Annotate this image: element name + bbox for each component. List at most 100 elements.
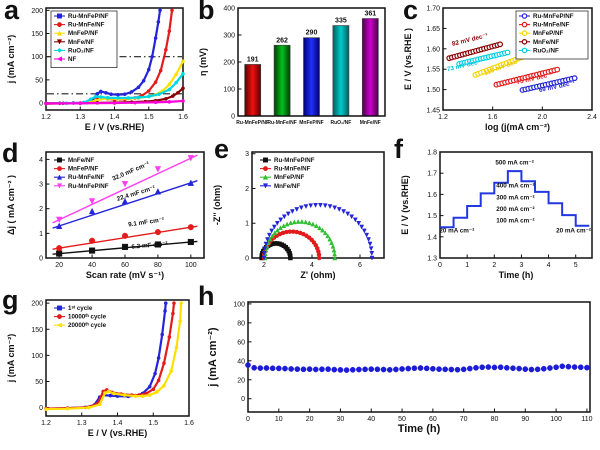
svg-text:2: 2 [262,262,266,269]
svg-text:50: 50 [35,77,43,84]
svg-text:40: 40 [367,416,375,423]
svg-text:Ru-MnFe/NF: Ru-MnFe/NF [274,166,311,173]
svg-text:20: 20 [306,416,314,423]
svg-text:20 mA cm⁻²: 20 mA cm⁻² [556,228,591,235]
svg-text:MnFeP/NF: MnFeP/NF [68,30,98,37]
svg-text:3: 3 [519,262,523,269]
svg-text:j (mA cm⁻²): j (mA cm⁻²) [207,327,219,388]
svg-text:E / V (vs.RHE): E / V (vs.RHE) [85,122,145,132]
svg-text:1.5: 1.5 [427,213,437,220]
svg-text:20 mA cm⁻²: 20 mA cm⁻² [439,228,474,235]
svg-text:1ˢᵗ cycle: 1ˢᵗ cycle [68,305,93,312]
svg-text:4: 4 [39,157,43,164]
svg-text:0: 0 [39,101,43,108]
panel-f: f 0 1 2 3 4 5 1.3 1.4 1.5 1.6 1.7 1.8 Time (h) E / V … [392,136,600,288]
svg-text:10000ᵗʰ cycle: 10000ᵗʰ cycle [68,314,107,321]
svg-text:100: 100 [185,262,197,269]
chart-multistep-chronopotentiometry: 0 1 2 3 4 5 1.3 1.4 1.5 1.6 1.7 1.8 Time (h) E / V (v… [400,150,593,280]
svg-text:1.5: 1.5 [148,420,158,427]
svg-text:5: 5 [574,262,578,269]
svg-text:RuO₂/NF: RuO₂/NF [533,47,559,54]
svg-text:50: 50 [398,416,406,423]
svg-text:40: 40 [237,358,245,365]
svg-text:Ru-MnFeP/NF: Ru-MnFeP/NF [68,13,109,20]
svg-text:-Z'' (ohm): -Z'' (ohm) [212,185,222,225]
svg-text:400: 400 [223,6,235,13]
svg-text:0: 0 [438,262,442,269]
svg-text:Time (h): Time (h) [499,270,534,280]
svg-text:RuO₂/NF: RuO₂/NF [330,120,351,126]
svg-text:60: 60 [237,339,245,346]
svg-text:20: 20 [237,377,245,384]
chart-cdl-scan-rate: 20 40 60 80 100 0 1 2 3 4 Scan rate (mV s⁻¹) Δj ( m… [6,151,205,280]
svg-text:0: 0 [241,396,245,403]
svg-text:262: 262 [276,37,288,44]
svg-text:4: 4 [547,262,551,269]
svg-text:1.8: 1.8 [427,150,437,157]
svg-text:191: 191 [247,56,259,63]
panel-letter-g: g [2,285,19,315]
svg-text:1.55: 1.55 [426,67,440,74]
svg-text:1.45: 1.45 [426,108,440,115]
svg-text:log (j(mA cm⁻²): log (j(mA cm⁻²) [485,122,550,132]
svg-text:NF: NF [68,56,76,63]
chart-nyquist-eis: 2 4 6 0 1 2 3 Z' (ohm) -Z'' (ohm) Ru-MnFeP/NF Ru-M… [212,151,385,280]
panel-letter-e: e [214,134,230,164]
svg-text:1.70: 1.70 [426,6,440,13]
svg-text:1.6: 1.6 [178,114,188,121]
svg-text:20: 20 [55,262,63,269]
svg-text:6.2 mF cm⁻²: 6.2 mF cm⁻² [131,241,168,251]
svg-text:200: 200 [31,301,43,308]
svg-text:200 mA cm⁻²: 200 mA cm⁻² [496,206,534,213]
svg-text:82 mV dec⁻¹: 82 mV dec⁻¹ [451,32,488,48]
svg-text:150: 150 [31,31,43,38]
svg-text:6: 6 [358,262,362,269]
svg-text:80: 80 [491,416,499,423]
svg-text:0: 0 [39,405,43,412]
svg-text:Scan rate (mV s⁻¹): Scan rate (mV s⁻¹) [86,270,164,280]
svg-text:50: 50 [35,379,43,386]
chart-lsv-comparison: 1.2 1.3 1.4 1.5 1.6 0 50 100 150 200 E / V (vs.RHE… [6,7,188,132]
svg-text:4: 4 [310,262,314,269]
svg-text:Ru-MnFeP/NF: Ru-MnFeP/NF [236,120,269,126]
panel-c: c 1.2 1.6 2.0 2.4 1.45 1.50 1.55 1.60 1.65 1.70 lo… [395,0,600,140]
svg-text:1.6: 1.6 [427,192,437,199]
svg-text:E / V (vs.RHE): E / V (vs.RHE) [88,428,148,438]
svg-text:1.3: 1.3 [75,114,85,121]
svg-text:1.2: 1.2 [41,114,51,121]
svg-text:3: 3 [39,182,43,189]
svg-text:1.4: 1.4 [110,114,120,121]
svg-text:MnFeP/NF: MnFeP/NF [299,120,323,126]
svg-text:500 mA cm⁻²: 500 mA cm⁻² [495,159,533,166]
svg-text:200: 200 [223,60,235,67]
svg-text:0: 0 [245,256,249,263]
svg-text:Ru-MnFe/NF: Ru-MnFe/NF [68,22,105,29]
svg-text:Time (h): Time (h) [398,423,441,435]
svg-text:1.4: 1.4 [427,234,437,241]
svg-text:Ru-MnFeP/NF: Ru-MnFeP/NF [68,183,109,190]
svg-text:1.6: 1.6 [488,114,498,121]
panel-h: h 0 10 20 30 40 50 60 70 80 90 100 110 0 20 40 60 80 100 T… [196,283,600,448]
svg-text:0: 0 [246,416,250,423]
svg-text:100 mA cm⁻²: 100 mA cm⁻² [496,218,534,225]
svg-text:60: 60 [429,416,437,423]
chart-overpotential-bars: 191 Ru-MnFeP/NF 262 Ru-MnFe/NF 290 MnFeP/NF 33… [198,6,386,126]
panel-a: a 1.2 1.3 1.4 1.5 1.6 0 50 100 150 200 E / V (vs.R… [0,0,190,140]
svg-text:90: 90 [521,416,529,423]
svg-text:1.3: 1.3 [77,420,87,427]
svg-text:1.60: 1.60 [426,46,440,53]
svg-text:40: 40 [88,262,96,269]
svg-text:RuO₂/NF: RuO₂/NF [68,47,94,54]
panel-letter-h: h [198,281,215,311]
svg-text:Z' (ohm): Z' (ohm) [300,270,335,280]
chart-tafel-plots: 1.2 1.6 2.0 2.4 1.45 1.50 1.55 1.60 1.65 1.70 log … [403,6,597,133]
svg-text:60: 60 [121,262,129,269]
svg-text:20000ᵗʰ cycle: 20000ᵗʰ cycle [68,322,107,329]
chart-longterm-chronoamperometry: 0 10 20 30 40 50 60 70 80 90 100 110 0 20 40 60 80 100 Tim… [207,301,593,435]
panel-letter-f: f [394,134,403,164]
svg-text:1.6: 1.6 [184,420,194,427]
panel-d: d 20 40 60 80 100 0 1 2 3 4 Scan rate (mV s⁻¹) Δj (… [0,140,212,288]
svg-text:2: 2 [492,262,496,269]
svg-text:MnFeP/NF: MnFeP/NF [533,30,563,37]
panel-b: b 191 Ru-MnFeP/NF 262 Ru-MnFe/NF 290 MnFeP/NF… [190,0,395,140]
